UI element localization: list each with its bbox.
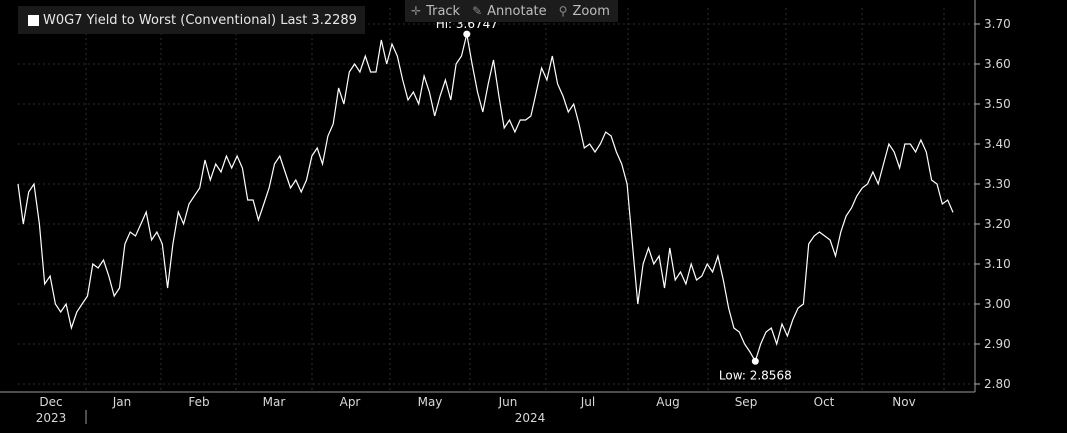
legend-swatch [28,14,39,26]
y-tick-label: 3.00 [984,297,1011,311]
x-tick-label: Nov [892,395,915,409]
pencil-icon: ✎ [472,4,483,18]
x-tick-label: Apr [340,395,361,409]
x-tick-label: Sep [735,395,758,409]
zoom-label: Zoom [572,3,610,19]
x-tick-label: Oct [814,395,835,409]
x-tick-label: Mar [263,395,286,409]
x-tick-label: Jan [112,395,132,409]
y-tick-label: 3.30 [984,177,1011,191]
y-tick-label: 2.90 [984,337,1011,351]
x-tick-label: Jun [498,395,518,409]
low-label: Low: 2.8568 [719,368,792,382]
vertical-gridlines [85,8,945,392]
y-tick-label: 3.20 [984,217,1011,231]
high-marker [463,30,471,38]
y-tick-label: 3.70 [984,17,1011,31]
chart-toolbar: ✛ Track ✎ Annotate ⚲ Zoom [405,0,618,22]
track-button[interactable]: ✛ Track [411,4,460,19]
x-tick-label: Jul [580,395,595,409]
zoom-button[interactable]: ⚲ Zoom [559,4,610,19]
y-tick-label: 3.50 [984,97,1011,111]
magnifier-icon: ⚲ [558,4,568,18]
x-tick-label: Dec [39,395,62,409]
x-tick-label: Aug [656,395,679,409]
y-tick-label: 3.60 [984,57,1011,71]
year-label: 2023 [36,411,67,425]
crosshair-icon: ✛ [411,4,422,18]
low-marker [751,357,759,365]
legend-label: W0G7 Yield to Worst (Conventional) Last … [43,12,357,28]
x-axis: Dec Jan Feb Mar Apr May Jun Jul Aug Sep Oct Nov 2023… [36,395,916,425]
x-tick-label: Feb [188,395,209,409]
year-label: 2024 [515,411,546,425]
yield-series-line [17,33,954,363]
annotate-button[interactable]: ✎ Annotate [472,4,547,19]
x-tick-label: May [418,395,443,409]
y-tick-label: 3.40 [984,137,1011,151]
y-tick-label: 2.80 [984,377,1011,391]
y-tick-label: 3.10 [984,257,1011,271]
annotate-label: Annotate [487,3,547,19]
track-label: Track [426,3,461,19]
legend: W0G7 Yield to Worst (Conventional) Last … [18,6,365,34]
y-axis: 2.80 2.90 3.00 3.10 3.20 3.30 3.40 3.50 3.60 3.70 [975,17,1011,391]
